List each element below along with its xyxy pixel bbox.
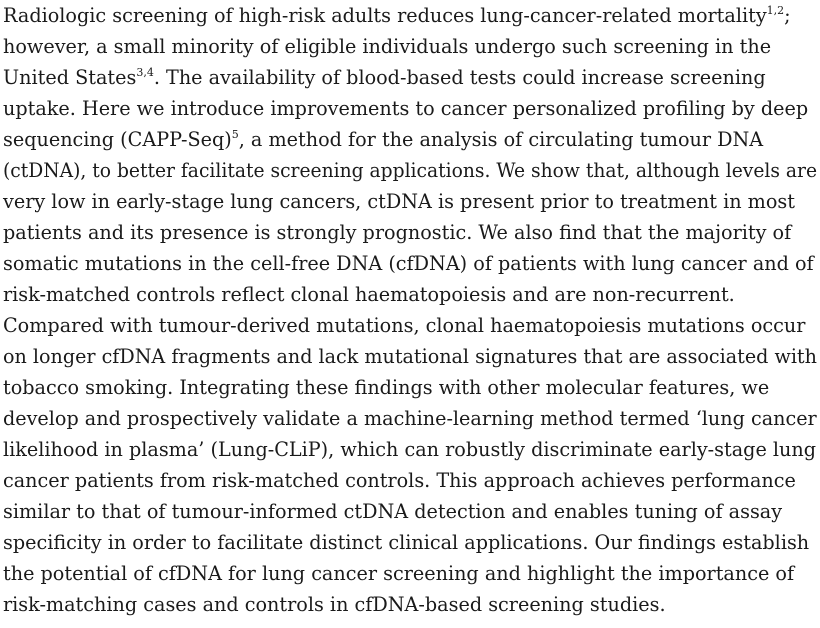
abstract-text: tobacco smoking. Integrating these findi… [3, 376, 770, 399]
abstract-line: specificity in order to facilitate disti… [3, 527, 817, 558]
citation-superscript[interactable]: 3,4 [136, 66, 154, 79]
citation-superscript[interactable]: 1,2 [766, 4, 785, 17]
abstract-paragraph: Radiologic screening of high-risk adults… [3, 0, 817, 620]
abstract-line: uptake. Here we introduce improvements t… [3, 93, 817, 124]
abstract-line: (ctDNA), to better facilitate screening … [3, 155, 817, 186]
abstract-line: risk-matched controls reflect clonal hae… [3, 279, 817, 310]
abstract-text: United States [3, 66, 137, 89]
abstract-text: sequencing (CAPP-Seq) [3, 128, 232, 151]
abstract-text: develop and prospectively validate a mac… [3, 407, 817, 430]
abstract-line: sequencing (CAPP-Seq)5, a method for the… [3, 124, 817, 155]
abstract-line: however, a small minority of eligible in… [3, 31, 817, 62]
abstract-line: Radiologic screening of high-risk adults… [3, 0, 817, 31]
abstract-text: somatic mutations in the cell-free DNA (… [3, 252, 814, 275]
citation-superscript[interactable]: 5 [231, 128, 239, 141]
abstract-text: specificity in order to facilitate disti… [3, 531, 810, 554]
abstract-line: somatic mutations in the cell-free DNA (… [3, 248, 817, 279]
abstract-text: (ctDNA), to better facilitate screening … [3, 159, 818, 182]
abstract-line: on longer cfDNA fragments and lack mutat… [3, 341, 817, 372]
abstract-text: likelihood in plasma’ (Lung-CLiP), which… [3, 438, 817, 461]
abstract-line: develop and prospectively validate a mac… [3, 403, 817, 434]
abstract-text: similar to that of tumour-informed ctDNA… [3, 500, 783, 523]
abstract-line: very low in early-stage lung cancers, ct… [3, 186, 817, 217]
abstract-line: United States3,4. The availability of bl… [3, 62, 817, 93]
abstract-line: tobacco smoking. Integrating these findi… [3, 372, 817, 403]
abstract-text: the potential of cfDNA for lung cancer s… [3, 562, 795, 585]
abstract-line: patients and its presence is strongly pr… [3, 217, 817, 248]
abstract-text: on longer cfDNA fragments and lack mutat… [3, 345, 817, 368]
abstract-text: ; [784, 4, 791, 27]
abstract-line: likelihood in plasma’ (Lung-CLiP), which… [3, 434, 817, 465]
abstract-line: Compared with tumour-derived mutations, … [3, 310, 817, 341]
abstract-line: the potential of cfDNA for lung cancer s… [3, 558, 817, 589]
abstract-text: risk-matched controls reflect clonal hae… [3, 283, 735, 306]
abstract-text: Compared with tumour-derived mutations, … [3, 314, 806, 337]
abstract-text: uptake. Here we introduce improvements t… [3, 97, 809, 120]
abstract-text: very low in early-stage lung cancers, ct… [3, 190, 795, 213]
abstract-line: cancer patients from risk-matched contro… [3, 465, 817, 496]
abstract-text: risk-matching cases and controls in cfDN… [3, 593, 666, 616]
abstract-text: . The availability of blood-based tests … [153, 66, 766, 89]
abstract-text: patients and its presence is strongly pr… [3, 221, 792, 244]
abstract-text: however, a small minority of eligible in… [3, 35, 772, 58]
abstract-text: Radiologic screening of high-risk adults… [3, 4, 767, 27]
abstract-text: cancer patients from risk-matched contro… [3, 469, 796, 492]
abstract-line: similar to that of tumour-informed ctDNA… [3, 496, 817, 527]
abstract-text: , a method for the analysis of circulati… [238, 128, 764, 151]
abstract-line: risk-matching cases and controls in cfDN… [3, 589, 817, 620]
